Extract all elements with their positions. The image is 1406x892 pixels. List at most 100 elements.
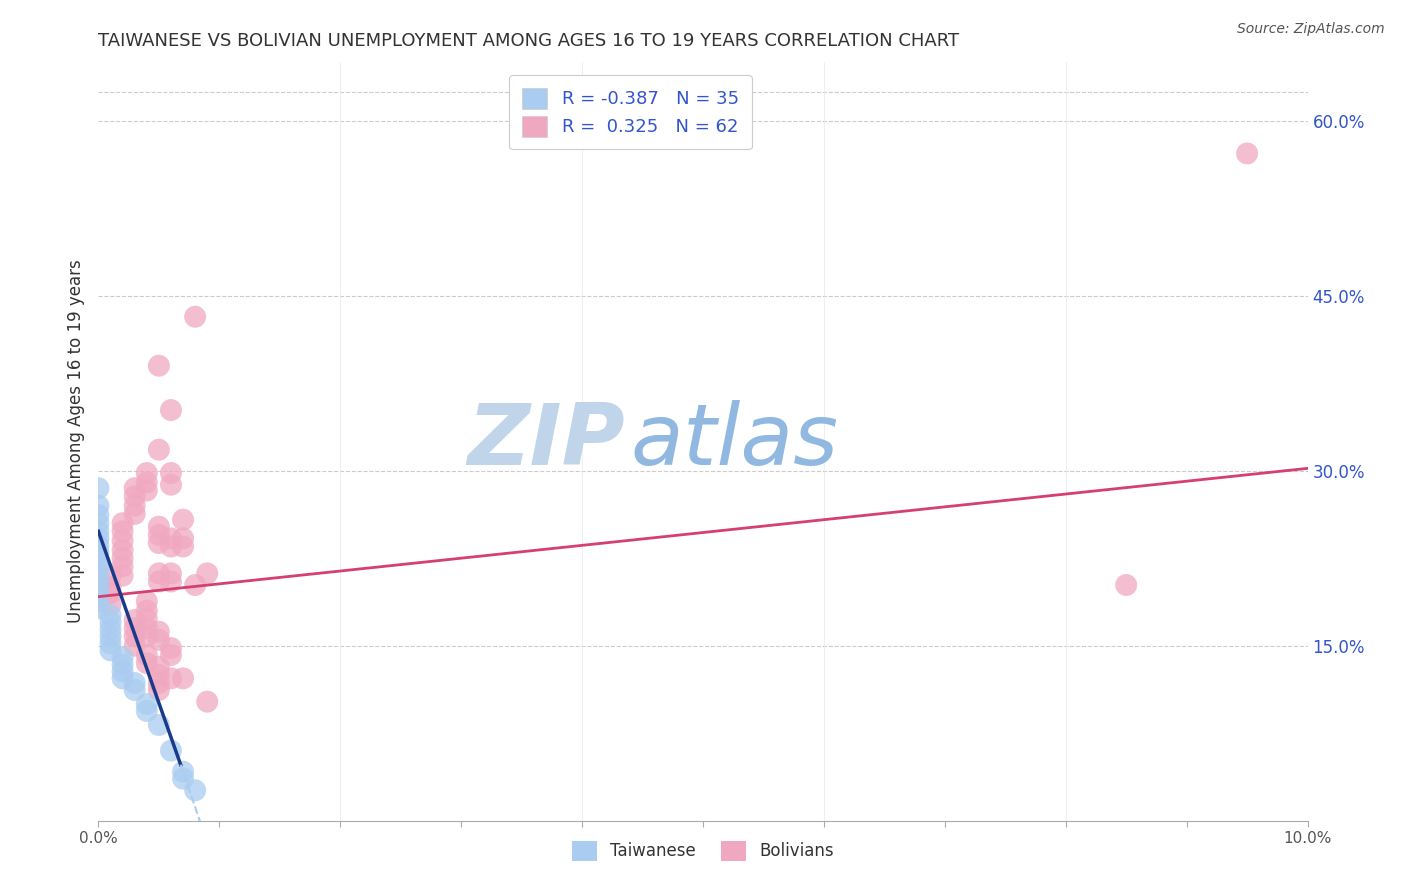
Point <box>148 668 170 682</box>
Point <box>111 671 134 685</box>
Point <box>160 671 183 685</box>
Legend: Taiwanese, Bolivians: Taiwanese, Bolivians <box>564 832 842 869</box>
Point <box>135 483 157 498</box>
Point <box>111 533 134 548</box>
Point <box>172 671 194 685</box>
Point <box>184 310 207 324</box>
Point <box>160 477 183 491</box>
Point <box>172 532 194 546</box>
Point <box>160 466 183 480</box>
Point <box>124 621 146 635</box>
Point <box>124 507 146 521</box>
Text: TAIWANESE VS BOLIVIAN UNEMPLOYMENT AMONG AGES 16 TO 19 YEARS CORRELATION CHART: TAIWANESE VS BOLIVIAN UNEMPLOYMENT AMONG… <box>98 32 959 50</box>
Point <box>172 764 194 779</box>
Point <box>87 580 110 594</box>
Point <box>111 551 134 566</box>
Point <box>111 657 134 672</box>
Point <box>100 643 122 657</box>
Point <box>87 566 110 581</box>
Point <box>184 578 207 592</box>
Point <box>160 648 183 662</box>
Point <box>124 676 146 690</box>
Point <box>148 676 170 690</box>
Point <box>148 442 170 457</box>
Point <box>160 532 183 546</box>
Point <box>148 683 170 698</box>
Point <box>184 783 207 797</box>
Point <box>148 359 170 373</box>
Point <box>160 744 183 758</box>
Point <box>172 772 194 786</box>
Point <box>195 566 218 581</box>
Text: Source: ZipAtlas.com: Source: ZipAtlas.com <box>1237 22 1385 37</box>
Point <box>111 568 134 582</box>
Point <box>135 629 157 643</box>
Point <box>124 489 146 503</box>
Point <box>148 574 170 589</box>
Point <box>100 580 122 594</box>
Point <box>87 559 110 574</box>
Point <box>111 516 134 531</box>
Point <box>135 656 157 670</box>
Point <box>100 608 122 623</box>
Point <box>1236 146 1258 161</box>
Point <box>135 621 157 635</box>
Point <box>148 718 170 732</box>
Point <box>135 704 157 718</box>
Point <box>135 648 157 662</box>
Point <box>124 613 146 627</box>
Point <box>100 586 122 600</box>
Point <box>148 632 170 647</box>
Point <box>100 615 122 630</box>
Point <box>87 601 110 615</box>
Point <box>148 624 170 639</box>
Point <box>148 528 170 542</box>
Point <box>124 683 146 698</box>
Point <box>87 552 110 566</box>
Point <box>148 519 170 533</box>
Point <box>87 538 110 552</box>
Y-axis label: Unemployment Among Ages 16 to 19 years: Unemployment Among Ages 16 to 19 years <box>66 260 84 624</box>
Point <box>124 499 146 513</box>
Point <box>160 640 183 655</box>
Point <box>160 540 183 554</box>
Point <box>100 598 122 612</box>
Point <box>100 629 122 643</box>
Point <box>111 543 134 558</box>
Point <box>135 466 157 480</box>
Point <box>100 636 122 650</box>
Point <box>160 403 183 417</box>
Text: atlas: atlas <box>630 400 838 483</box>
Point <box>111 524 134 539</box>
Point <box>87 508 110 522</box>
Point <box>135 594 157 608</box>
Point <box>111 559 134 574</box>
Point <box>148 566 170 581</box>
Point <box>1115 578 1137 592</box>
Point <box>160 574 183 589</box>
Point <box>135 475 157 490</box>
Point <box>124 629 146 643</box>
Point <box>172 540 194 554</box>
Point <box>148 659 170 673</box>
Point <box>124 481 146 495</box>
Text: ZIP: ZIP <box>467 400 624 483</box>
Point <box>87 532 110 546</box>
Point <box>100 568 122 582</box>
Point <box>172 513 194 527</box>
Point <box>135 612 157 626</box>
Point <box>87 499 110 513</box>
Point <box>111 665 134 679</box>
Point <box>148 536 170 550</box>
Point <box>87 587 110 601</box>
Point <box>160 566 183 581</box>
Point <box>87 594 110 608</box>
Point <box>100 623 122 637</box>
Point <box>87 481 110 495</box>
Point <box>195 695 218 709</box>
Point <box>87 516 110 531</box>
Point <box>111 650 134 665</box>
Point <box>135 697 157 711</box>
Point <box>87 545 110 559</box>
Point <box>87 524 110 539</box>
